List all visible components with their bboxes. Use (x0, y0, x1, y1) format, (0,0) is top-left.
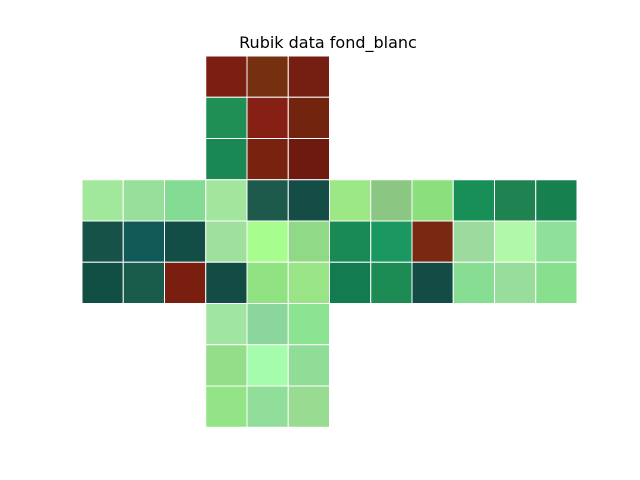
cube-cell-D-2-2 (287, 385, 330, 428)
cube-cell-R-0-1 (370, 179, 413, 222)
cell-group (81, 55, 578, 428)
cube-cell-F-2-2 (287, 261, 330, 304)
cube-cell-L-2-2 (164, 261, 207, 304)
cube-cell-F-2-1 (246, 261, 289, 304)
cube-cell-L-0-2 (164, 179, 207, 222)
cube-cell-R-2-2 (411, 261, 454, 304)
cube-cell-R-2-0 (329, 261, 372, 304)
cube-cell-F-0-1 (246, 179, 289, 222)
cube-cell-F-1-0 (205, 220, 248, 263)
cube-cell-R-2-1 (370, 261, 413, 304)
cube-cell-U-0-2 (287, 55, 330, 98)
cube-cell-U-2-0 (205, 138, 248, 181)
cube-cell-U-0-1 (246, 55, 289, 98)
cube-cell-B-1-0 (452, 220, 495, 263)
cube-cell-L-1-1 (122, 220, 165, 263)
chart-title: Rubik data fond_blanc (239, 33, 417, 52)
cube-cell-F-1-1 (246, 220, 289, 263)
cube-cell-U-1-2 (287, 96, 330, 139)
cube-cell-D-2-0 (205, 385, 248, 428)
cube-cell-B-2-0 (452, 261, 495, 304)
cube-cell-D-1-0 (205, 344, 248, 387)
cube-cell-D-1-1 (246, 344, 289, 387)
cube-cell-L-0-1 (122, 179, 165, 222)
cube-cell-F-0-0 (205, 179, 248, 222)
cube-cell-L-1-2 (164, 220, 207, 263)
cube-cell-U-2-2 (287, 138, 330, 181)
cube-cell-U-0-0 (205, 55, 248, 98)
cube-cell-L-0-0 (81, 179, 124, 222)
cube-cell-B-0-1 (494, 179, 537, 222)
cube-cell-F-2-0 (205, 261, 248, 304)
cube-cell-D-0-0 (205, 303, 248, 346)
cube-cell-F-0-2 (287, 179, 330, 222)
cube-cell-B-1-2 (535, 220, 578, 263)
cube-cell-U-2-1 (246, 138, 289, 181)
cube-cell-D-1-2 (287, 344, 330, 387)
cube-cell-B-1-1 (494, 220, 537, 263)
cube-cell-L-1-0 (81, 220, 124, 263)
cube-cell-D-2-1 (246, 385, 289, 428)
cube-cell-L-2-1 (122, 261, 165, 304)
cube-cell-R-1-2 (411, 220, 454, 263)
cube-cell-D-0-1 (246, 303, 289, 346)
cube-cell-F-1-2 (287, 220, 330, 263)
cube-cell-B-0-0 (452, 179, 495, 222)
cube-cell-L-2-0 (81, 261, 124, 304)
cube-cell-D-0-2 (287, 303, 330, 346)
cube-cell-B-2-1 (494, 261, 537, 304)
cube-cell-B-2-2 (535, 261, 578, 304)
cube-cell-R-0-2 (411, 179, 454, 222)
cube-cell-B-0-2 (535, 179, 578, 222)
cube-cell-U-1-0 (205, 96, 248, 139)
cube-cell-R-1-1 (370, 220, 413, 263)
cube-cell-R-0-0 (329, 179, 372, 222)
cube-cell-U-1-1 (246, 96, 289, 139)
cube-cell-R-1-0 (329, 220, 372, 263)
